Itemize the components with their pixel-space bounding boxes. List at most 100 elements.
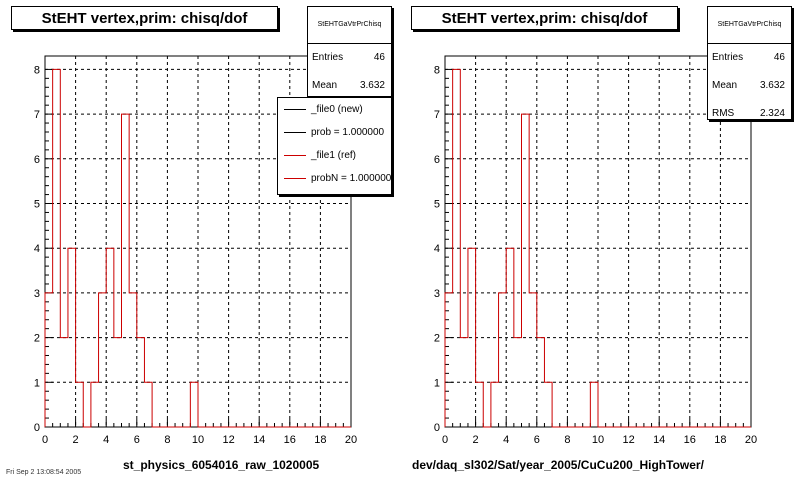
right-ytick-label-5: 5 <box>434 199 440 211</box>
right-xtick-label-7: 14 <box>653 434 665 446</box>
right-bin-6 <box>491 382 499 427</box>
right-ytick-label-0: 0 <box>434 422 440 434</box>
left-bin-13 <box>144 382 152 427</box>
right-bin-2 <box>460 338 468 427</box>
right-xtick-label-0: 0 <box>442 434 448 446</box>
left-bin-19 <box>190 382 198 427</box>
right-ytick-label-6: 6 <box>434 154 440 166</box>
left-ytick-label-3: 3 <box>34 288 40 300</box>
right-ytick-label-8: 8 <box>434 64 440 76</box>
left-xtick-label-9: 18 <box>314 434 326 446</box>
left-x-axis-title: st_physics_6054016_raw_1020005 <box>123 458 320 472</box>
left-bin-1 <box>53 69 61 427</box>
right-ytick-label-2: 2 <box>434 333 440 345</box>
right-stats-rms-key: RMS <box>712 108 735 119</box>
left-stats-entries-row: Entries 46 <box>308 44 391 72</box>
legend-label-probn: probN = 1.000000 <box>311 173 392 184</box>
legend-line-file0 <box>284 109 306 110</box>
right-bin-1 <box>453 69 461 427</box>
left-ytick-label-1: 1 <box>34 377 40 389</box>
right-bin-12 <box>537 338 545 427</box>
left-stats-entries-value: 46 <box>373 52 385 63</box>
left-legend: _file0 (new) prob = 1.000000 _file1 (ref… <box>277 97 392 195</box>
right-stats-box: StEHTGaVtrPrChisq Entries 46 Mean 3.632 … <box>707 6 792 120</box>
left-bin-11 <box>129 293 137 427</box>
right-bin-7 <box>499 293 507 427</box>
left-xtick-label-0: 0 <box>42 434 48 446</box>
left-bin-3 <box>68 248 76 427</box>
left-bin-2 <box>60 338 68 427</box>
legend-entry-prob: prob = 1.000000 <box>278 121 391 144</box>
right-plot-title: StEHT vertex,prim: chisq/dof <box>411 6 678 30</box>
left-bin-9 <box>114 338 122 427</box>
right-ytick-label-1: 1 <box>434 377 440 389</box>
legend-line-prob <box>284 132 306 133</box>
right-bin-11 <box>529 293 537 427</box>
right-xtick-label-5: 10 <box>592 434 604 446</box>
left-stats-name: StEHTGaVtrPrChisq <box>308 7 391 44</box>
right-x-axis-title: dev/daq_sl302/Sat/year_2005/CuCu200_High… <box>412 458 704 472</box>
left-bin-6 <box>91 382 99 427</box>
right-ytick-label-7: 7 <box>434 109 440 121</box>
right-ytick-label-4: 4 <box>434 243 440 255</box>
left-xtick-label-2: 4 <box>103 434 109 446</box>
right-xtick-label-10: 20 <box>745 434 757 446</box>
left-bin-10 <box>122 114 130 427</box>
legend-label-prob: prob = 1.000000 <box>311 127 385 138</box>
right-stats-mean-key: Mean <box>712 80 738 91</box>
right-bin-19 <box>590 382 598 427</box>
legend-entry-file0: _file0 (new) <box>278 98 391 121</box>
right-ytick-label-3: 3 <box>434 288 440 300</box>
right-bin-9 <box>514 338 522 427</box>
right-stats-mean-row: Mean 3.632 <box>708 72 791 100</box>
right-xtick-label-6: 12 <box>622 434 634 446</box>
left-stats-mean-value: 3.632 <box>359 80 385 91</box>
left-xtick-label-4: 8 <box>164 434 170 446</box>
left-xtick-label-8: 16 <box>284 434 296 446</box>
left-xtick-label-5: 10 <box>192 434 204 446</box>
left-bin-8 <box>106 248 114 427</box>
right-bin-8 <box>506 248 514 427</box>
right-stats-rms-value: 2.324 <box>759 108 785 119</box>
left-ytick-label-8: 8 <box>34 64 40 76</box>
left-ytick-label-7: 7 <box>34 109 40 121</box>
right-xtick-label-4: 8 <box>564 434 570 446</box>
right-stats-rms-row: RMS 2.324 <box>708 100 791 128</box>
left-xtick-label-10: 20 <box>345 434 357 446</box>
left-bin-7 <box>99 293 107 427</box>
right-xtick-label-1: 2 <box>473 434 479 446</box>
left-bin-4 <box>76 382 84 427</box>
left-bin-12 <box>137 338 145 427</box>
left-stats-box: StEHTGaVtrPrChisq Entries 46 Mean 3.632 <box>307 6 392 97</box>
left-series-0-line <box>44 68 351 428</box>
right-bin-3 <box>468 248 476 427</box>
right-bin-0 <box>445 293 453 427</box>
right-stats-entries-row: Entries 46 <box>708 44 791 72</box>
right-series-0-line <box>444 68 751 428</box>
right-bin-10 <box>522 114 530 427</box>
left-stats-mean-row: Mean 3.632 <box>308 72 391 100</box>
legend-line-file1 <box>284 155 306 156</box>
left-ytick-label-4: 4 <box>34 243 40 255</box>
left-xtick-label-7: 14 <box>253 434 265 446</box>
legend-label-file0: _file0 (new) <box>311 104 363 115</box>
right-stats-mean-value: 3.632 <box>759 80 785 91</box>
right-bin-13 <box>544 382 552 427</box>
timestamp-footer: Fri Sep 2 13:08:54 2005 <box>6 469 82 476</box>
right-xtick-label-2: 4 <box>503 434 509 446</box>
right-stats-entries-key: Entries <box>712 52 744 63</box>
left-ytick-label-6: 6 <box>34 154 40 166</box>
left-ytick-label-2: 2 <box>34 333 40 345</box>
right-xtick-label-3: 6 <box>534 434 540 446</box>
left-xtick-label-1: 2 <box>73 434 79 446</box>
right-stats-name: StEHTGaVtrPrChisq <box>708 7 791 44</box>
left-xtick-label-6: 12 <box>222 434 234 446</box>
left-bin-0 <box>45 293 53 427</box>
left-ytick-label-0: 0 <box>34 422 40 434</box>
legend-entry-probn: probN = 1.000000 <box>278 167 391 190</box>
left-stats-mean-key: Mean <box>312 80 338 91</box>
right-stats-entries-value: 46 <box>773 52 785 63</box>
left-stats-entries-key: Entries <box>312 52 344 63</box>
